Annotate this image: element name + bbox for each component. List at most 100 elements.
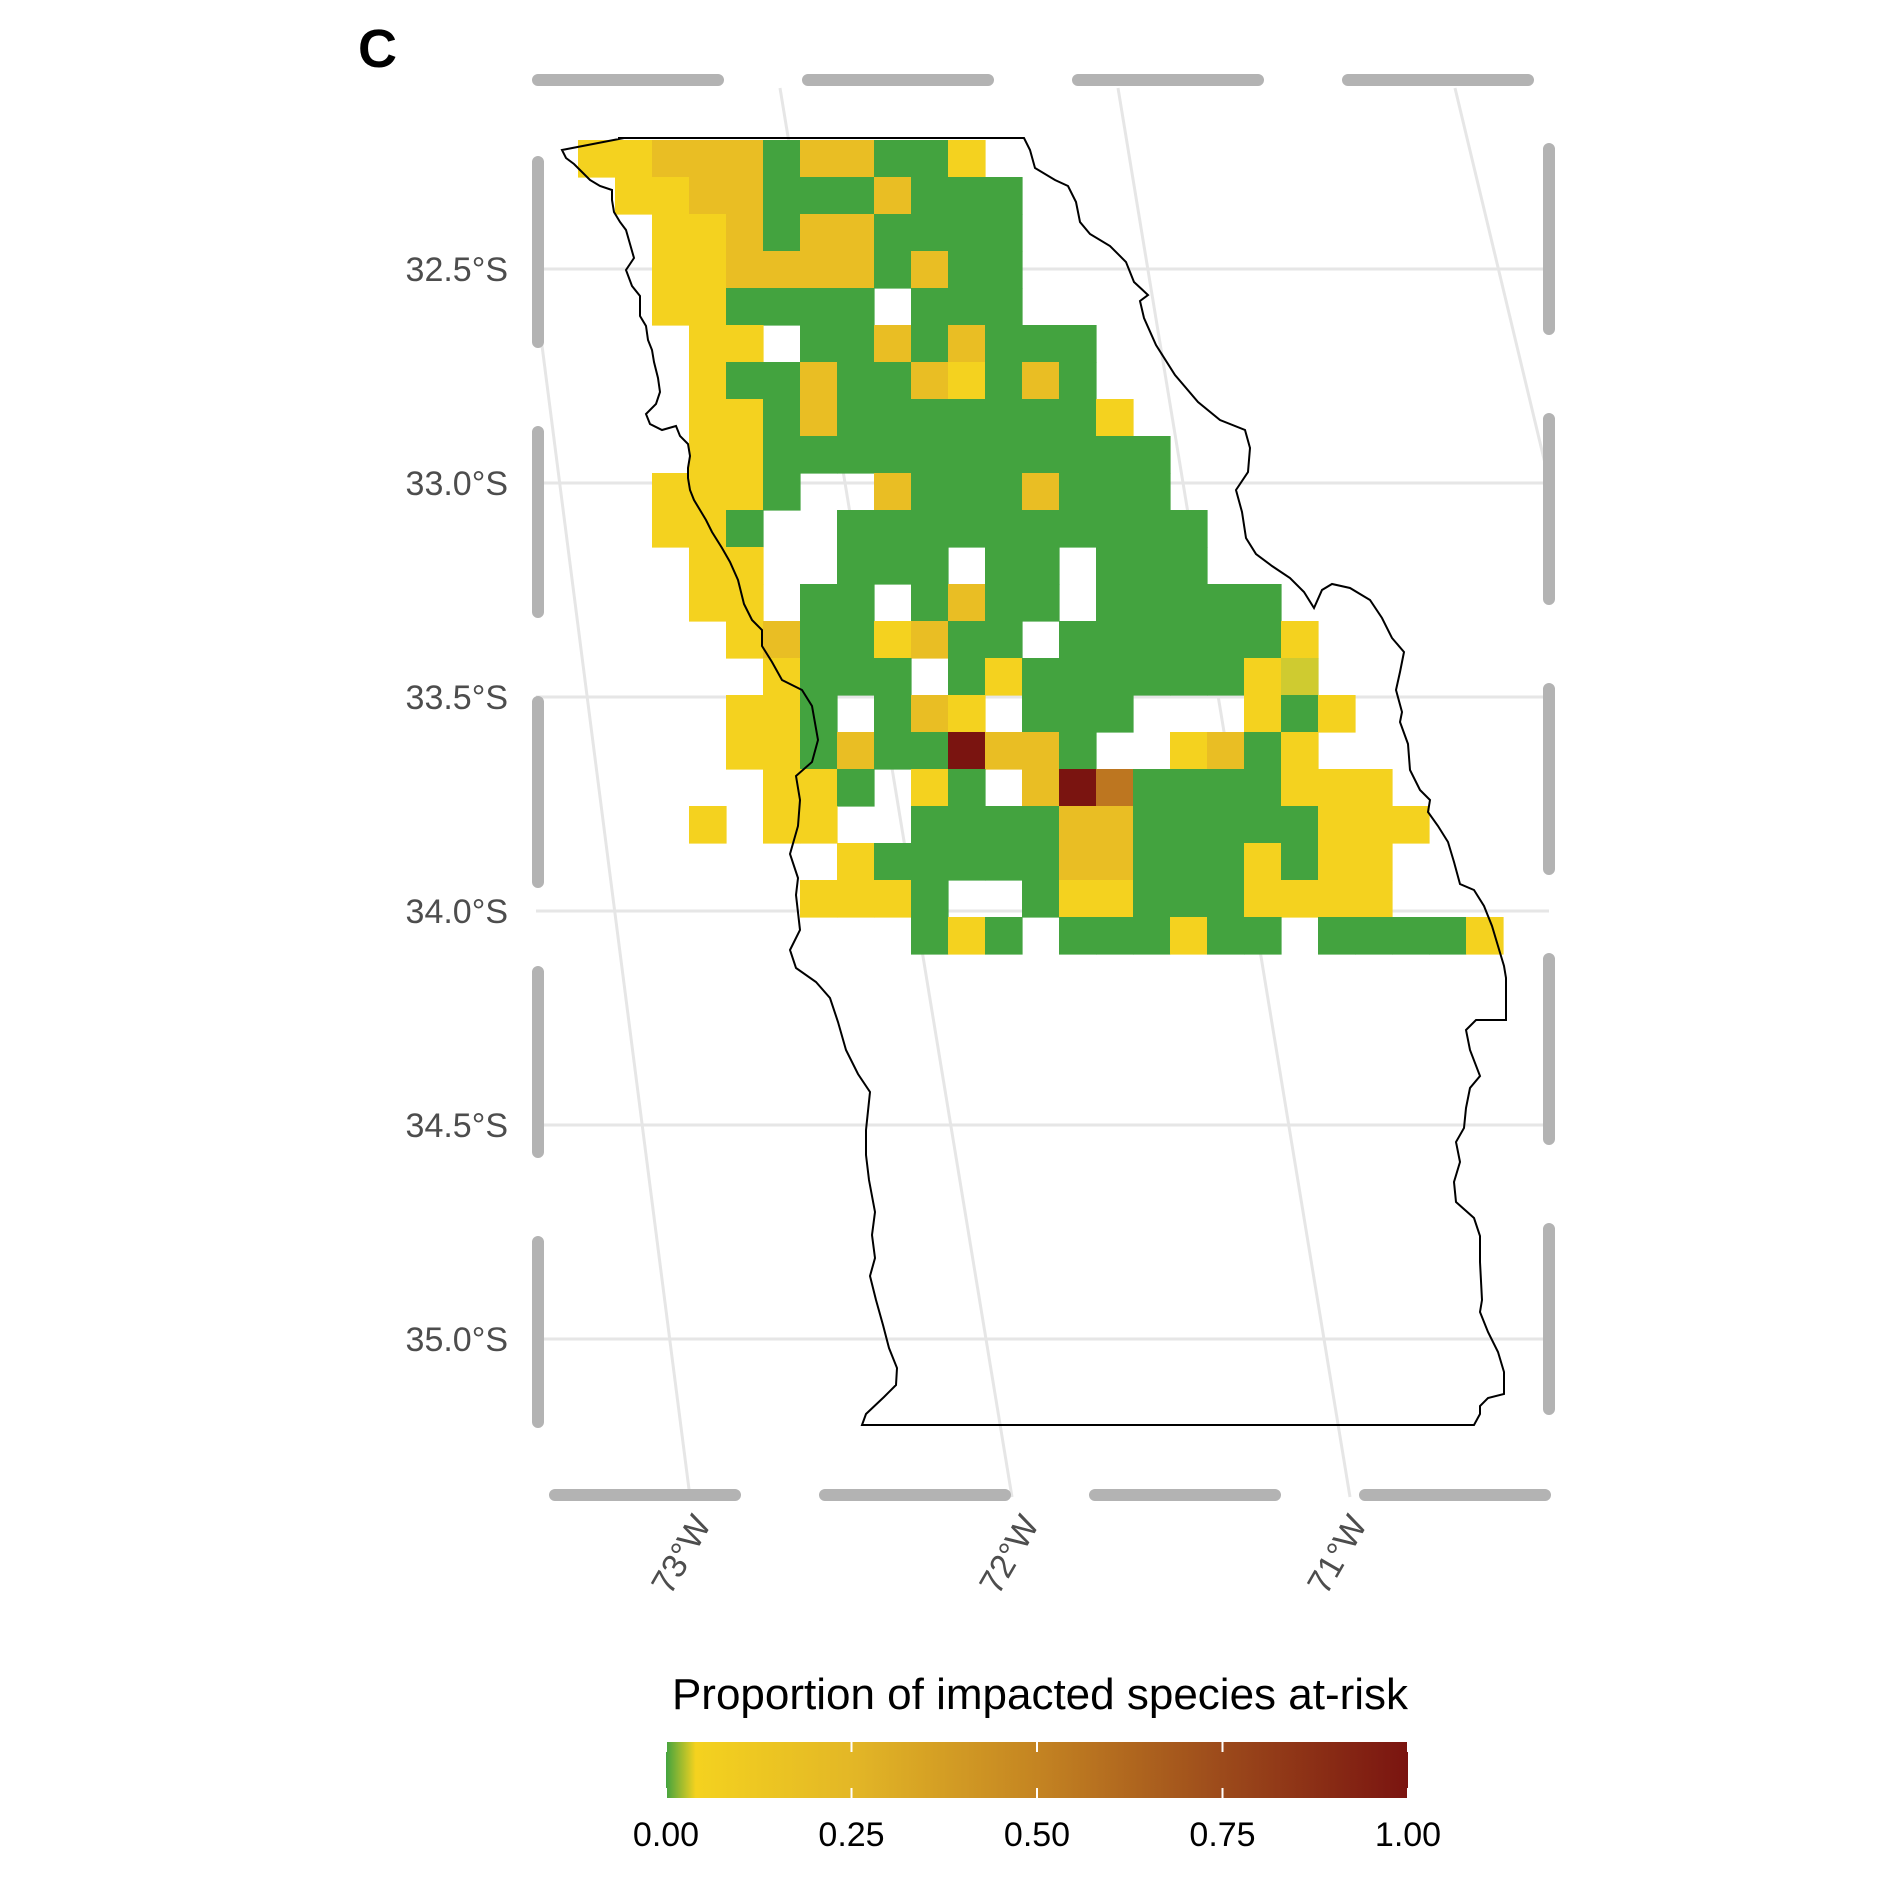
grid-cell xyxy=(1281,695,1319,733)
grid-cell xyxy=(874,658,912,696)
grid-cell xyxy=(1059,880,1097,918)
legend-tick-label: 0.50 xyxy=(1003,1816,1071,1854)
lat-label: 33.0°S xyxy=(406,465,508,503)
grid-cell xyxy=(1096,769,1134,807)
grid-cell xyxy=(1281,880,1319,918)
grid-cell xyxy=(1022,547,1060,585)
grid-cell xyxy=(911,584,949,622)
grid-cell xyxy=(1059,510,1097,548)
grid-cell xyxy=(1355,769,1393,807)
grid-cell xyxy=(1244,769,1282,807)
grid-cell xyxy=(1022,399,1060,437)
grid-cell xyxy=(800,695,838,733)
grid-cell xyxy=(763,177,801,215)
grid-cell xyxy=(726,288,764,326)
grid-cell xyxy=(800,214,838,252)
grid-cell xyxy=(726,584,764,622)
grid-cell xyxy=(874,547,912,585)
grid-cell xyxy=(1059,806,1097,844)
grid-cell xyxy=(1318,806,1356,844)
grid-cell xyxy=(1096,584,1134,622)
grid-cell xyxy=(689,584,727,622)
grid-cell xyxy=(689,214,727,252)
grid-cell xyxy=(1244,917,1282,955)
grid-cell xyxy=(1207,843,1245,881)
grid-cell xyxy=(1022,658,1060,696)
grid-cell xyxy=(1207,880,1245,918)
grid-cell xyxy=(1022,325,1060,363)
grid-cell xyxy=(1059,843,1097,881)
grid-cell xyxy=(1096,695,1134,733)
grid-cell xyxy=(1059,917,1097,955)
grid-cell xyxy=(689,399,727,437)
grid-cell xyxy=(1096,621,1134,659)
grid-cell xyxy=(1133,436,1171,474)
grid-cell xyxy=(911,806,949,844)
grid-cell xyxy=(874,214,912,252)
grid-cell xyxy=(800,621,838,659)
grid-cell xyxy=(1244,732,1282,770)
grid-cell xyxy=(763,362,801,400)
grid-cell xyxy=(837,621,875,659)
grid-cell xyxy=(948,732,986,770)
grid-cell xyxy=(948,769,986,807)
grid-cell xyxy=(948,584,986,622)
latitude-labels: 32.5°S 33.0°S 33.5°S 34.0°S 34.5°S 35.0°S xyxy=(406,251,508,1359)
grid-cell xyxy=(652,288,690,326)
grid-cell xyxy=(911,436,949,474)
grid-cell xyxy=(726,621,764,659)
grid-cell xyxy=(985,843,1023,881)
grid-cell xyxy=(800,288,838,326)
grid-cell xyxy=(726,732,764,770)
grid-cell xyxy=(1022,806,1060,844)
grid-cell xyxy=(985,658,1023,696)
grid-cell xyxy=(1429,917,1467,955)
grid-cell xyxy=(1207,658,1245,696)
grid-cell xyxy=(763,658,801,696)
grid-cell xyxy=(800,584,838,622)
grid-cell xyxy=(911,732,949,770)
grid-cell xyxy=(985,325,1023,363)
grid-cell xyxy=(800,732,838,770)
grid-cell xyxy=(1059,695,1097,733)
grid-cell xyxy=(948,140,986,178)
grid-cell xyxy=(726,473,764,511)
grid-cell xyxy=(948,288,986,326)
grid-cell xyxy=(1096,399,1134,437)
grid-cell xyxy=(1244,843,1282,881)
grid-cell xyxy=(948,510,986,548)
grid-cell xyxy=(948,806,986,844)
grid-cell xyxy=(763,732,801,770)
grid-cell xyxy=(763,621,801,659)
grid-cell xyxy=(874,436,912,474)
grid-cell xyxy=(1244,658,1282,696)
grid-cell xyxy=(948,251,986,289)
grid-cell xyxy=(652,140,690,178)
legend-tick-label: 0.00 xyxy=(632,1816,700,1854)
grid-cell xyxy=(1022,510,1060,548)
grid-cell xyxy=(726,251,764,289)
grid-cell xyxy=(652,251,690,289)
grid-cell xyxy=(948,658,986,696)
grid-cell xyxy=(1022,769,1060,807)
grid-cell xyxy=(911,621,949,659)
lat-label: 34.5°S xyxy=(406,1107,508,1145)
grid-cell xyxy=(837,880,875,918)
grid-cell xyxy=(985,806,1023,844)
grid-cell xyxy=(800,362,838,400)
grid-cell xyxy=(985,362,1023,400)
grid-cell xyxy=(874,510,912,548)
grid-cell xyxy=(1392,806,1430,844)
grid-cell xyxy=(689,288,727,326)
grid-cell xyxy=(874,621,912,659)
grid-cell xyxy=(1207,584,1245,622)
grid-cell xyxy=(1318,843,1356,881)
grid-cell xyxy=(800,806,838,844)
grid-cell xyxy=(874,843,912,881)
grid-cell xyxy=(837,843,875,881)
grid-cell xyxy=(911,843,949,881)
grid-cell xyxy=(1059,732,1097,770)
grid-cell xyxy=(652,510,690,548)
grid-cell xyxy=(1133,473,1171,511)
grid-cell xyxy=(874,325,912,363)
